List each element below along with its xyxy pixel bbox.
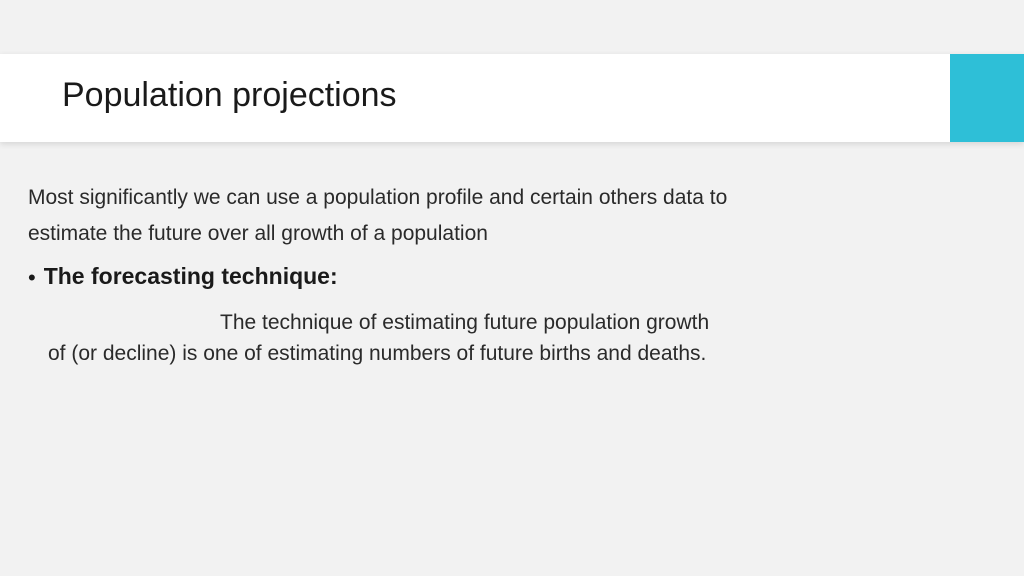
bullet-item: • The forecasting technique:: [28, 263, 808, 294]
sub-paragraph-text: The technique of estimating future popul…: [48, 311, 709, 364]
slide-title: Population projections: [62, 76, 397, 115]
accent-block: [950, 54, 1024, 142]
bullet-marker: •: [28, 263, 36, 294]
bullet-label: The forecasting technique:: [44, 263, 338, 290]
sub-paragraph: The technique of estimating future popul…: [28, 308, 728, 369]
intro-paragraph: Most significantly we can use a populati…: [28, 180, 808, 251]
slide-body: Most significantly we can use a populati…: [28, 180, 808, 369]
